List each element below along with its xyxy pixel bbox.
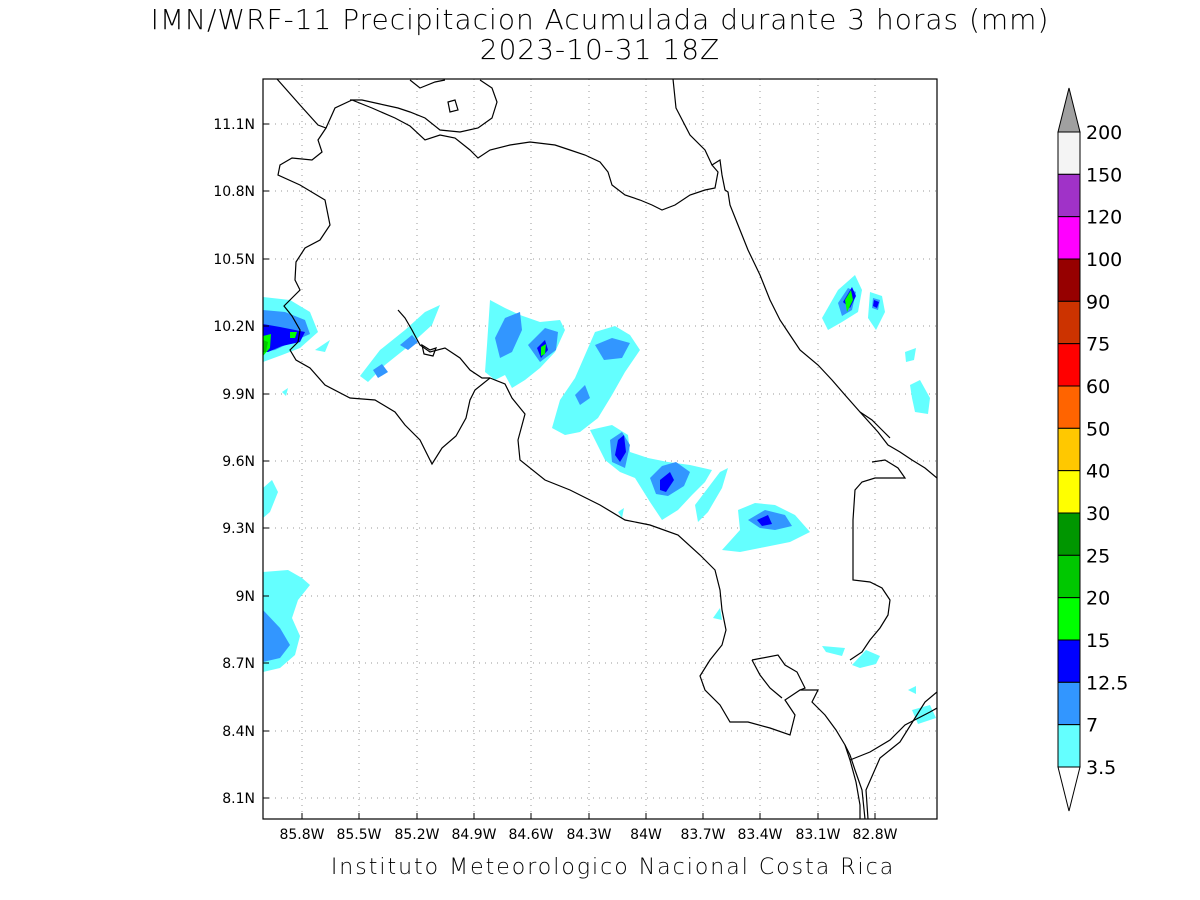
- legend-swatch: [1057, 300, 1081, 345]
- lat-tick-label: 10.5N: [213, 252, 255, 268]
- legend-swatch: [1057, 216, 1081, 260]
- lon-tick-label: 84.6W: [508, 827, 553, 843]
- latitude-axis: 11.1N 10.8N 10.5N 10.2N 9.9N 9.6N 9.3N 9N 8.7N 8.…: [213, 117, 269, 807]
- legend-label: 20: [1086, 588, 1110, 610]
- legend-swatch: [1057, 258, 1081, 302]
- legend-swatch: [1057, 554, 1081, 599]
- chart-title: IMN/WRF-11 Precipitacion Acumulada duran…: [150, 3, 1050, 36]
- credit-text: Instituto Meteorologico Nacional Costa R…: [330, 855, 896, 880]
- legend-swatch: [1057, 470, 1081, 514]
- lon-tick-label: 83.7W: [680, 827, 725, 843]
- legend-label: 12.5: [1086, 672, 1128, 694]
- lat-tick-label: 8.4N: [222, 724, 255, 740]
- lon-tick-label: 84.3W: [566, 827, 611, 843]
- lon-tick-label: 85.8W: [279, 827, 324, 843]
- legend-label: 25: [1086, 545, 1110, 567]
- lon-tick-label: 83.4W: [737, 827, 782, 843]
- longitude-axis: 85.8W 85.5W 85.2W 84.9W 84.6W 84.3W 84W 83.7W 83…: [279, 813, 898, 843]
- legend-label: 200: [1086, 122, 1122, 144]
- legend-label: 60: [1086, 376, 1110, 398]
- lon-tick-label: 84.9W: [451, 827, 496, 843]
- legend-swatch: [1057, 597, 1081, 641]
- legend-swatch: [1057, 131, 1081, 175]
- lat-tick-label: 10.8N: [213, 184, 255, 200]
- grid-lines: [263, 79, 937, 819]
- precipitation-field: [263, 275, 936, 724]
- legend-swatch: [1057, 512, 1081, 556]
- lon-tick-label: 83.1W: [795, 827, 840, 843]
- legend-label: 75: [1086, 334, 1110, 356]
- legend-label: 150: [1086, 164, 1122, 186]
- lat-tick-label: 8.7N: [222, 656, 255, 672]
- map-frame: [262, 78, 938, 820]
- color-legend: 200 150 120 100 90 75 60 50 40 30 25 20 15 12.5 7 3.5: [1057, 87, 1128, 812]
- legend-swatch: [1057, 639, 1081, 683]
- legend-swatch: [1057, 724, 1081, 768]
- lat-tick-label: 11.1N: [213, 117, 255, 133]
- legend-label: 100: [1086, 249, 1122, 271]
- lat-tick-label: 8.1N: [222, 791, 255, 807]
- lat-tick-label: 9N: [236, 589, 255, 605]
- legend-label: 120: [1086, 207, 1122, 229]
- legend-label: 15: [1086, 630, 1110, 652]
- legend-label: 40: [1086, 461, 1110, 483]
- legend-swatch: [1057, 173, 1081, 218]
- legend-top-arrow: [1057, 87, 1081, 133]
- legend-label: 30: [1086, 503, 1110, 525]
- lon-tick-label: 82.8W: [852, 827, 897, 843]
- legend-label: 7: [1086, 715, 1098, 737]
- legend-label: 3.5: [1086, 757, 1116, 779]
- lon-tick-label: 84W: [630, 827, 662, 843]
- coastline: [276, 79, 937, 819]
- lat-tick-label: 10.2N: [213, 319, 255, 335]
- legend-swatch: [1057, 343, 1081, 387]
- legend-label: 50: [1086, 418, 1110, 440]
- lat-tick-label: 9.6N: [222, 454, 255, 470]
- legend-label: 90: [1086, 291, 1110, 313]
- lat-tick-label: 9.9N: [222, 387, 255, 403]
- lon-tick-label: 85.2W: [394, 827, 439, 843]
- legend-bottom-arrow: [1057, 766, 1081, 812]
- lon-tick-label: 85.5W: [336, 827, 381, 843]
- chart-subtitle: 2023-10-31 18Z: [479, 33, 721, 66]
- legend-swatch: [1057, 681, 1081, 726]
- legend-swatch: [1057, 427, 1081, 472]
- legend-swatch: [1057, 385, 1081, 429]
- lat-tick-label: 9.3N: [222, 521, 255, 537]
